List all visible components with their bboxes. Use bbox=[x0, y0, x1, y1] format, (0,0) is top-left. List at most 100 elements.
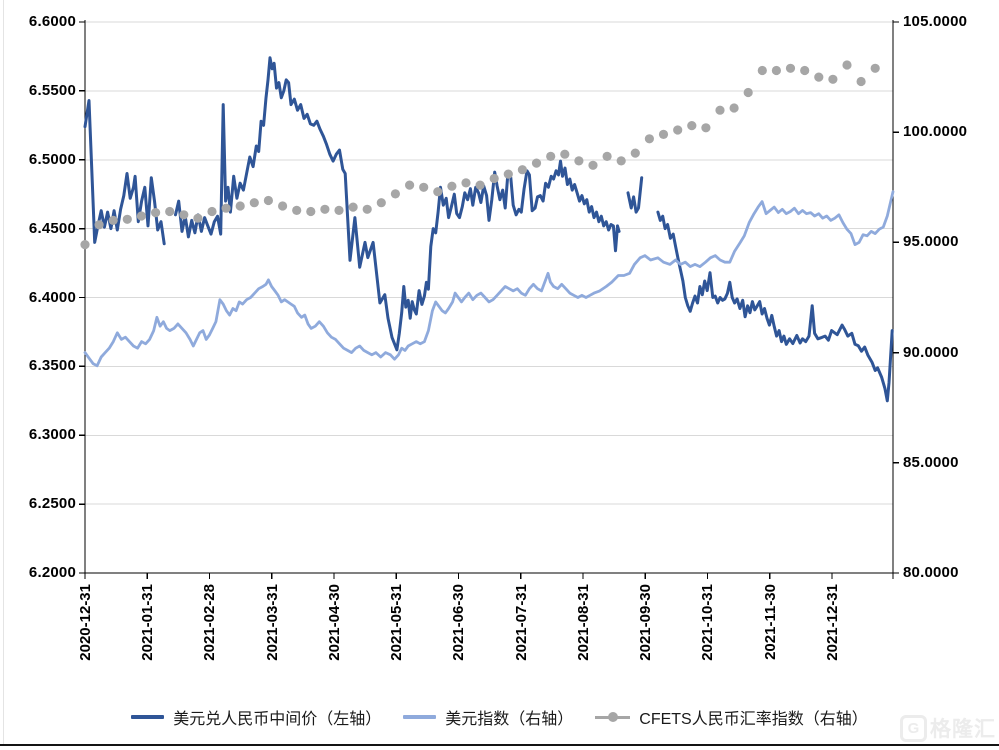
x-axis-tick-label: 2021-01-31 bbox=[139, 584, 157, 661]
x-axis-tick-label: 2020-12-31 bbox=[77, 584, 94, 661]
y-axis-right-tick-label: 85.0000 bbox=[903, 453, 959, 471]
x-axis-tick-label: 2021-04-30 bbox=[325, 584, 343, 661]
series-dot-2 bbox=[602, 151, 612, 161]
y-axis-left-tick-label: 6.4500 bbox=[28, 219, 76, 237]
series-line-1 bbox=[83, 190, 895, 368]
series-dot-2 bbox=[870, 63, 880, 73]
series-dot-2 bbox=[221, 203, 231, 213]
series-dot-2 bbox=[433, 187, 443, 197]
series-dot-2 bbox=[348, 202, 358, 212]
series-dot-2 bbox=[828, 74, 838, 84]
x-axis-tick-label: 2021-05-31 bbox=[388, 584, 406, 661]
legend-item-usdcny: 美元兑人民币中间价（左轴） bbox=[131, 705, 381, 729]
series-dot-2 bbox=[292, 205, 302, 215]
y-axis-right-tick-label: 95.0000 bbox=[903, 233, 959, 251]
series-dot-2 bbox=[771, 65, 782, 76]
gelonghui-logo-icon: G bbox=[900, 714, 927, 742]
series-dot-2 bbox=[517, 165, 528, 175]
y-axis-left-tick-label: 6.3500 bbox=[28, 357, 76, 375]
series-dot-2 bbox=[856, 76, 866, 87]
left-border-line bbox=[3, 0, 4, 744]
x-axis-tick-label: 2021-10-31 bbox=[699, 584, 717, 661]
series-dot-2 bbox=[94, 220, 104, 230]
watermark-text: 格隆汇 bbox=[930, 718, 996, 741]
x-axis-tick-label: 2021-08-31 bbox=[574, 584, 592, 661]
series-dot-2 bbox=[701, 123, 711, 133]
series-dot-2 bbox=[785, 63, 796, 73]
x-axis-tick-label: 2021-02-28 bbox=[201, 584, 219, 661]
series-dot-2 bbox=[757, 65, 767, 76]
y-axis-right-tick-label: 90.0000 bbox=[903, 343, 959, 361]
series-dot-2 bbox=[376, 198, 386, 208]
y-axis-right-tick-label: 100.0000 bbox=[903, 123, 968, 141]
series-line-0 bbox=[626, 176, 644, 214]
y-axis-left-tick-label: 6.5500 bbox=[28, 81, 76, 99]
y-axis-right-tick-label: 80.0000 bbox=[903, 564, 959, 581]
series-dot-2 bbox=[475, 180, 485, 190]
y-axis-left-tick-label: 6.2000 bbox=[28, 564, 76, 581]
series-dot-2 bbox=[729, 103, 739, 113]
legend-marker-dot bbox=[608, 712, 619, 722]
series-dot-2 bbox=[630, 148, 640, 158]
series-dot-2 bbox=[235, 201, 245, 211]
x-axis-tick-label: 2021-07-31 bbox=[512, 584, 530, 661]
legend-item-cfets: CFETS人民币汇率指数（右轴） bbox=[595, 705, 868, 729]
legend-item-dxy: 美元指数（右轴） bbox=[403, 705, 573, 729]
gelonghui-watermark: G 格隆汇 bbox=[900, 713, 996, 743]
series-dot-2 bbox=[306, 206, 316, 217]
series-dot-2 bbox=[687, 121, 697, 131]
series-dot-2 bbox=[362, 204, 372, 214]
legend-label-dxy: 美元指数（右轴） bbox=[445, 711, 574, 728]
series-dot-2 bbox=[405, 180, 415, 190]
series-dot-2 bbox=[165, 206, 175, 217]
series-dot-2 bbox=[644, 134, 655, 144]
y-axis-left-tick-label: 6.2500 bbox=[28, 495, 76, 513]
x-axis-tick-label: 2021-12-31 bbox=[823, 584, 841, 661]
series-dot-2 bbox=[489, 173, 499, 184]
series-dot-2 bbox=[136, 211, 146, 221]
legend-label-usdcny: 美元兑人民币中间价（左轴） bbox=[173, 711, 382, 728]
x-axis-tick-label: 2021-11-30 bbox=[761, 584, 779, 660]
y-axis-left-tick-label: 6.5000 bbox=[28, 150, 76, 168]
bottom-border-line bbox=[0, 744, 999, 746]
y-axis-left-tick-label: 6.6000 bbox=[28, 13, 76, 30]
series-line-0 bbox=[656, 210, 894, 403]
legend-line-sample-cfets bbox=[595, 712, 631, 722]
series-dot-2 bbox=[715, 105, 725, 115]
series-dot-2 bbox=[743, 87, 753, 98]
series-dot-2 bbox=[122, 214, 132, 224]
series-dot-2 bbox=[263, 195, 273, 206]
series-dot-2 bbox=[546, 151, 556, 161]
series-dot-2 bbox=[108, 215, 118, 225]
series-dot-2 bbox=[249, 198, 259, 208]
series-dot-2 bbox=[616, 156, 626, 166]
legend-label-cfets: CFETS人民币汇率指数（右轴） bbox=[639, 711, 868, 728]
series-dot-2 bbox=[531, 158, 542, 168]
series-line-0 bbox=[83, 99, 166, 246]
series-dot-2 bbox=[503, 169, 513, 179]
x-axis-tick-label: 2021-09-30 bbox=[637, 584, 655, 661]
series-dot-2 bbox=[207, 206, 217, 217]
series-dot-2 bbox=[842, 60, 852, 70]
legend-line-sample-dxy bbox=[403, 715, 437, 719]
series-dot-2 bbox=[800, 65, 810, 76]
series-dot-2 bbox=[334, 205, 344, 215]
series-dot-2 bbox=[588, 160, 598, 170]
series-dot-2 bbox=[447, 181, 457, 191]
series-dot-2 bbox=[461, 178, 471, 188]
y-axis-left-tick-label: 6.4000 bbox=[28, 288, 76, 306]
legend-line-sample-usdcny bbox=[131, 715, 165, 719]
series-dot-2 bbox=[419, 182, 429, 192]
series-dot-2 bbox=[179, 210, 189, 220]
series-dot-2 bbox=[80, 240, 90, 250]
chart-plot-area bbox=[79, 20, 899, 579]
x-axis-tick-label: 2021-03-31 bbox=[263, 584, 281, 661]
series-dot-2 bbox=[814, 72, 824, 82]
series-dot-2 bbox=[390, 189, 400, 199]
x-axis-tick-label: 2021-06-30 bbox=[450, 584, 468, 661]
series-dot-2 bbox=[193, 213, 203, 223]
series-dot-2 bbox=[574, 156, 584, 166]
series-dot-2 bbox=[278, 201, 288, 211]
series-dot-2 bbox=[151, 208, 161, 218]
